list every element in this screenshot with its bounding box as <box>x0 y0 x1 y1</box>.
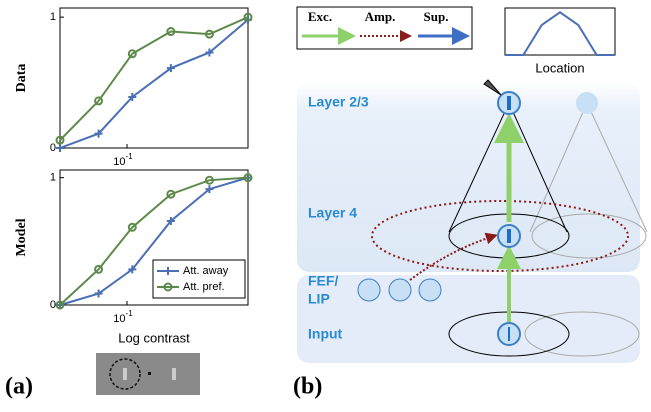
y-tick-label: 1 <box>50 11 56 23</box>
y-axis-label: Model <box>14 218 29 256</box>
series-line <box>59 16 249 141</box>
x-tick-base: 10 <box>113 156 125 168</box>
series-line <box>505 11 615 56</box>
series-line <box>59 176 249 306</box>
layer-label: Layer 4 <box>308 205 357 221</box>
legend-label: Att. pref. <box>183 281 225 293</box>
point <box>164 267 172 275</box>
series-line <box>59 19 249 149</box>
point <box>94 96 104 106</box>
layer-label: Input <box>308 326 343 342</box>
x-tick-label: 10-1 <box>113 309 133 325</box>
point <box>205 48 214 57</box>
point <box>128 92 137 101</box>
point <box>55 135 65 145</box>
stimulus <box>96 353 200 395</box>
network <box>357 79 648 357</box>
point <box>166 64 175 73</box>
plot-frame <box>504 7 616 56</box>
y-tick-label: 0 <box>50 142 56 154</box>
point <box>94 129 103 138</box>
point <box>94 264 104 274</box>
y-tick-label: 1 <box>50 172 56 184</box>
point <box>243 12 253 22</box>
y-axis-label: Data <box>14 64 29 93</box>
point <box>166 27 176 37</box>
diagram-legend <box>296 6 473 50</box>
x-axis-label: Log contrast <box>118 330 190 345</box>
point <box>204 175 214 185</box>
series-line <box>59 176 249 306</box>
layer-label: LIP <box>308 291 330 307</box>
point <box>94 289 103 298</box>
layer-label: Layer 2/3 <box>308 94 369 110</box>
legend-label: Att. away <box>183 265 229 277</box>
point <box>127 49 137 59</box>
x-tick-base: 10 <box>113 313 125 325</box>
point <box>127 222 137 232</box>
y-tick-label: 0 <box>50 299 56 311</box>
x-tick-exp: -1 <box>126 309 134 318</box>
legend-box <box>152 259 246 299</box>
legend-sup: Sup. <box>424 9 449 24</box>
point <box>166 216 175 225</box>
point <box>55 300 65 310</box>
x-axis-label: Location <box>535 60 584 75</box>
x-tick-exp: -1 <box>126 152 134 161</box>
lower-panel-bg <box>297 275 640 363</box>
upper-panel-bg <box>297 82 640 272</box>
legend-amp: Amp. <box>365 9 396 24</box>
point <box>56 144 64 152</box>
layer-label: FEF/ <box>308 273 338 289</box>
panel-label: (b) <box>293 374 322 400</box>
x-tick-label: 10-1 <box>113 152 133 168</box>
panel-label: (a) <box>5 374 33 400</box>
point <box>205 185 214 194</box>
point <box>166 189 176 199</box>
point <box>163 282 173 292</box>
point <box>128 265 137 274</box>
point <box>243 173 253 183</box>
legend-exc: Exc. <box>308 9 332 24</box>
point <box>204 29 214 39</box>
